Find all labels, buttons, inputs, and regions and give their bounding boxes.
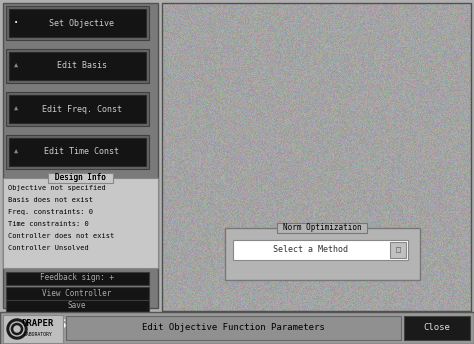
Bar <box>6 287 149 300</box>
Text: Basis does not exist: Basis does not exist <box>8 197 93 203</box>
Text: Save: Save <box>68 301 86 311</box>
Text: Time constraints: 0: Time constraints: 0 <box>8 221 89 227</box>
Text: Edit Objective Function Parameters: Edit Objective Function Parameters <box>142 323 324 333</box>
Text: Objective not specified: Objective not specified <box>8 185 106 191</box>
Bar <box>6 314 149 336</box>
Text: Feedback sign: +: Feedback sign: + <box>40 273 114 282</box>
Bar <box>9 138 146 166</box>
Circle shape <box>14 326 20 332</box>
Text: Edit Basis: Edit Basis <box>57 62 107 71</box>
Text: •: • <box>14 20 18 26</box>
Text: Edit Freq. Const: Edit Freq. Const <box>42 105 122 114</box>
Bar <box>6 135 149 169</box>
Bar <box>66 316 401 340</box>
Text: ▲: ▲ <box>14 106 18 112</box>
Text: Edit Time Const: Edit Time Const <box>45 148 119 157</box>
Text: Solve: Solve <box>58 319 96 332</box>
Text: □: □ <box>395 246 401 255</box>
Bar <box>277 223 367 233</box>
Text: Select a Method: Select a Method <box>273 246 348 255</box>
Text: LABORATORY: LABORATORY <box>24 332 52 336</box>
Bar <box>9 95 146 123</box>
Bar <box>3 3 158 308</box>
Bar <box>6 49 149 83</box>
Text: Freq. constraints: 0: Freq. constraints: 0 <box>8 209 93 215</box>
Text: Design Info: Design Info <box>55 173 105 183</box>
Bar <box>6 6 149 40</box>
Bar <box>6 300 149 313</box>
Bar <box>6 92 149 126</box>
Text: Controller Unsolved: Controller Unsolved <box>8 245 89 251</box>
Bar <box>3 315 63 343</box>
Text: Norm Optimization: Norm Optimization <box>283 224 361 233</box>
Text: Controller does not exist: Controller does not exist <box>8 233 114 239</box>
Bar <box>225 228 420 280</box>
Bar <box>0 312 474 344</box>
Text: ▲: ▲ <box>14 149 18 155</box>
Bar <box>233 240 408 260</box>
Bar <box>162 3 471 311</box>
Text: Design Info: Design Info <box>55 173 105 183</box>
Bar <box>48 173 113 183</box>
Text: Close: Close <box>424 323 450 333</box>
Bar <box>6 272 149 285</box>
Text: DRAPER: DRAPER <box>22 320 54 329</box>
Bar <box>3 178 158 268</box>
Text: Set Objective: Set Objective <box>49 19 115 28</box>
Circle shape <box>7 319 27 339</box>
Bar <box>390 242 406 258</box>
Bar <box>9 9 146 37</box>
Bar <box>404 316 470 340</box>
Text: View Controller: View Controller <box>42 289 112 298</box>
Bar <box>9 52 146 80</box>
Text: ▲: ▲ <box>14 63 18 69</box>
